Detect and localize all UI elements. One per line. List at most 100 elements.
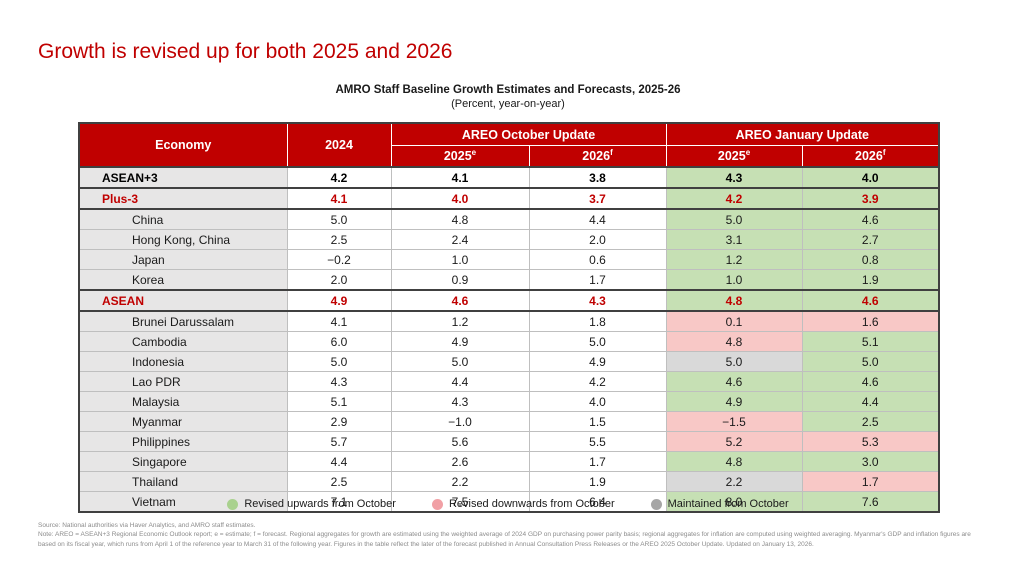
jan-2025-cell: 0.1 bbox=[665, 310, 803, 332]
jan-2025-cell: 4.8 bbox=[665, 289, 803, 312]
header-group-row: Economy 2024 AREO October Update AREO Ja… bbox=[78, 122, 940, 168]
economy-cell: Philippines bbox=[78, 431, 288, 452]
jan-2025-cell: 4.9 bbox=[665, 391, 803, 412]
value-2024-cell: 4.3 bbox=[286, 371, 392, 392]
table-title-block: AMRO Staff Baseline Growth Estimates and… bbox=[78, 84, 938, 110]
jan-2025-cell: 4.3 bbox=[665, 166, 803, 189]
value-2024-cell: 2.0 bbox=[286, 269, 392, 291]
economy-cell: Brunei Darussalam bbox=[78, 310, 288, 332]
value-2024-cell: 2.5 bbox=[286, 471, 392, 492]
jan-2026-cell: 4.6 bbox=[801, 208, 940, 230]
table-row: Korea 2.0 0.9 1.7 1.0 1.9 bbox=[78, 269, 940, 291]
col-header-economy: Economy bbox=[78, 122, 288, 168]
jan-2025-cell: 5.2 bbox=[665, 431, 803, 452]
oct-2025-cell: 4.6 bbox=[390, 289, 530, 312]
value-2024-cell: 4.4 bbox=[286, 451, 392, 472]
table-row: Philippines 5.7 5.6 5.5 5.2 5.3 bbox=[78, 431, 940, 452]
table-row: Cambodia 6.0 4.9 5.0 4.8 5.1 bbox=[78, 331, 940, 352]
jan-2025-cell: 5.0 bbox=[665, 208, 803, 230]
table-row: China 5.0 4.8 4.4 5.0 4.6 bbox=[78, 208, 940, 230]
jan-2026-cell: 4.4 bbox=[801, 391, 940, 412]
oct-2026-cell: 6.4 bbox=[528, 491, 667, 513]
table-row: Thailand 2.5 2.2 1.9 2.2 1.7 bbox=[78, 471, 940, 492]
oct-2026-cell: 1.5 bbox=[528, 411, 667, 432]
table-row: Plus-3 4.1 4.0 3.7 4.2 3.9 bbox=[78, 187, 940, 210]
revised-down-dot-icon bbox=[431, 498, 443, 510]
economy-cell: ASEAN bbox=[78, 289, 288, 312]
jan-2025-cell: 4.6 bbox=[665, 371, 803, 392]
economy-cell: Plus-3 bbox=[78, 187, 288, 210]
economy-cell: Korea bbox=[78, 269, 288, 291]
oct-2025-cell: 7.5 bbox=[390, 491, 530, 513]
jan-2025-cell: 5.0 bbox=[665, 351, 803, 372]
jan-2026-cell: 5.0 bbox=[801, 351, 940, 372]
value-2024-cell: 2.9 bbox=[286, 411, 392, 432]
header-sub-row: 2025e 2026f 2025e 2026f bbox=[79, 145, 940, 168]
source-note: Source: National authorities via Haver A… bbox=[38, 522, 256, 529]
table-row: Japan −0.2 1.0 0.6 1.2 0.8 bbox=[78, 249, 940, 270]
table-row: Myanmar 2.9 −1.0 1.5 −1.5 2.5 bbox=[78, 411, 940, 432]
table-subtitle: (Percent, year-on-year) bbox=[451, 98, 565, 110]
oct-2025-cell: 4.8 bbox=[390, 208, 530, 230]
footnotes: Source: National authorities via Haver A… bbox=[38, 521, 990, 549]
table-row: Malaysia 5.1 4.3 4.0 4.9 4.4 bbox=[78, 391, 940, 412]
economy-cell: Thailand bbox=[78, 471, 288, 492]
economy-cell: Singapore bbox=[78, 451, 288, 472]
page-title: Growth is revised up for both 2025 and 2… bbox=[38, 40, 453, 63]
table-row: Indonesia 5.0 5.0 4.9 5.0 5.0 bbox=[78, 351, 940, 372]
jan-2026-cell: 4.6 bbox=[801, 371, 940, 392]
economy-cell: China bbox=[78, 208, 288, 230]
legend-label: Revised downwards from October bbox=[448, 498, 615, 510]
col-header-jan-2026: 2026f bbox=[801, 145, 940, 168]
economy-cell: Myanmar bbox=[78, 411, 288, 432]
jan-2026-cell: 5.1 bbox=[801, 331, 940, 352]
value-2024-cell: 5.1 bbox=[286, 391, 392, 412]
jan-2026-cell: 4.0 bbox=[801, 166, 940, 189]
oct-2026-cell: 1.7 bbox=[528, 451, 667, 472]
jan-2025-cell: −1.5 bbox=[665, 411, 803, 432]
jan-2026-cell: 5.3 bbox=[801, 431, 940, 452]
jan-2026-cell: 1.7 bbox=[801, 471, 940, 492]
jan-2025-cell: 1.0 bbox=[665, 269, 803, 291]
jan-2026-cell: 7.6 bbox=[801, 491, 940, 513]
jan-2025-cell: 4.8 bbox=[665, 451, 803, 472]
jan-2026-cell: 1.6 bbox=[801, 310, 940, 332]
table-row: Hong Kong, China 2.5 2.4 2.0 3.1 2.7 bbox=[78, 229, 940, 250]
jan-2026-cell: 2.7 bbox=[801, 229, 940, 250]
economy-cell: ASEAN+3 bbox=[78, 166, 288, 189]
maintained-dot-icon bbox=[650, 498, 662, 510]
oct-2026-cell: 3.8 bbox=[528, 166, 667, 189]
oct-2026-cell: 4.9 bbox=[528, 351, 667, 372]
oct-2026-cell: 1.8 bbox=[528, 310, 667, 332]
value-2024-cell: −0.2 bbox=[286, 249, 392, 270]
oct-2025-cell: 4.1 bbox=[390, 166, 530, 189]
oct-2026-cell: 5.5 bbox=[528, 431, 667, 452]
oct-2026-cell: 5.0 bbox=[528, 331, 667, 352]
oct-2025-cell: 2.2 bbox=[390, 471, 530, 492]
col-header-2024: 2024 bbox=[286, 122, 392, 168]
jan-2025-cell: 4.2 bbox=[665, 187, 803, 210]
oct-2025-cell: 1.0 bbox=[390, 249, 530, 270]
col-group-january-update: AREO January Update bbox=[665, 122, 940, 146]
value-2024-cell: 4.2 bbox=[286, 166, 392, 189]
oct-2026-cell: 1.7 bbox=[528, 269, 667, 291]
jan-2025-cell: 2.2 bbox=[665, 471, 803, 492]
oct-2025-cell: 0.9 bbox=[390, 269, 530, 291]
legend-item-upward: Revised upwards from October bbox=[227, 498, 396, 510]
jan-2025-cell: 4.8 bbox=[665, 331, 803, 352]
value-2024-cell: 4.9 bbox=[286, 289, 392, 312]
value-2024-cell: 4.1 bbox=[286, 310, 392, 332]
oct-2026-cell: 0.6 bbox=[528, 249, 667, 270]
oct-2025-cell: −1.0 bbox=[390, 411, 530, 432]
col-header-oct-2025: 2025e bbox=[390, 145, 530, 168]
table-row: Lao PDR 4.3 4.4 4.2 4.6 4.6 bbox=[78, 371, 940, 392]
table-row: ASEAN+3 4.2 4.1 3.8 4.3 4.0 bbox=[78, 166, 940, 189]
growth-forecast-table: Economy 2024 AREO October Update AREO Ja… bbox=[78, 122, 941, 513]
oct-2025-cell: 5.0 bbox=[390, 351, 530, 372]
methodology-note: Note: AREO = ASEAN+3 Regional Economic O… bbox=[38, 531, 971, 548]
oct-2026-cell: 4.4 bbox=[528, 208, 667, 230]
oct-2026-cell: 1.9 bbox=[528, 471, 667, 492]
table-row: ASEAN 4.9 4.6 4.3 4.8 4.6 bbox=[78, 289, 940, 312]
revised-up-dot-icon bbox=[227, 498, 239, 510]
jan-2026-cell: 4.6 bbox=[801, 289, 940, 312]
